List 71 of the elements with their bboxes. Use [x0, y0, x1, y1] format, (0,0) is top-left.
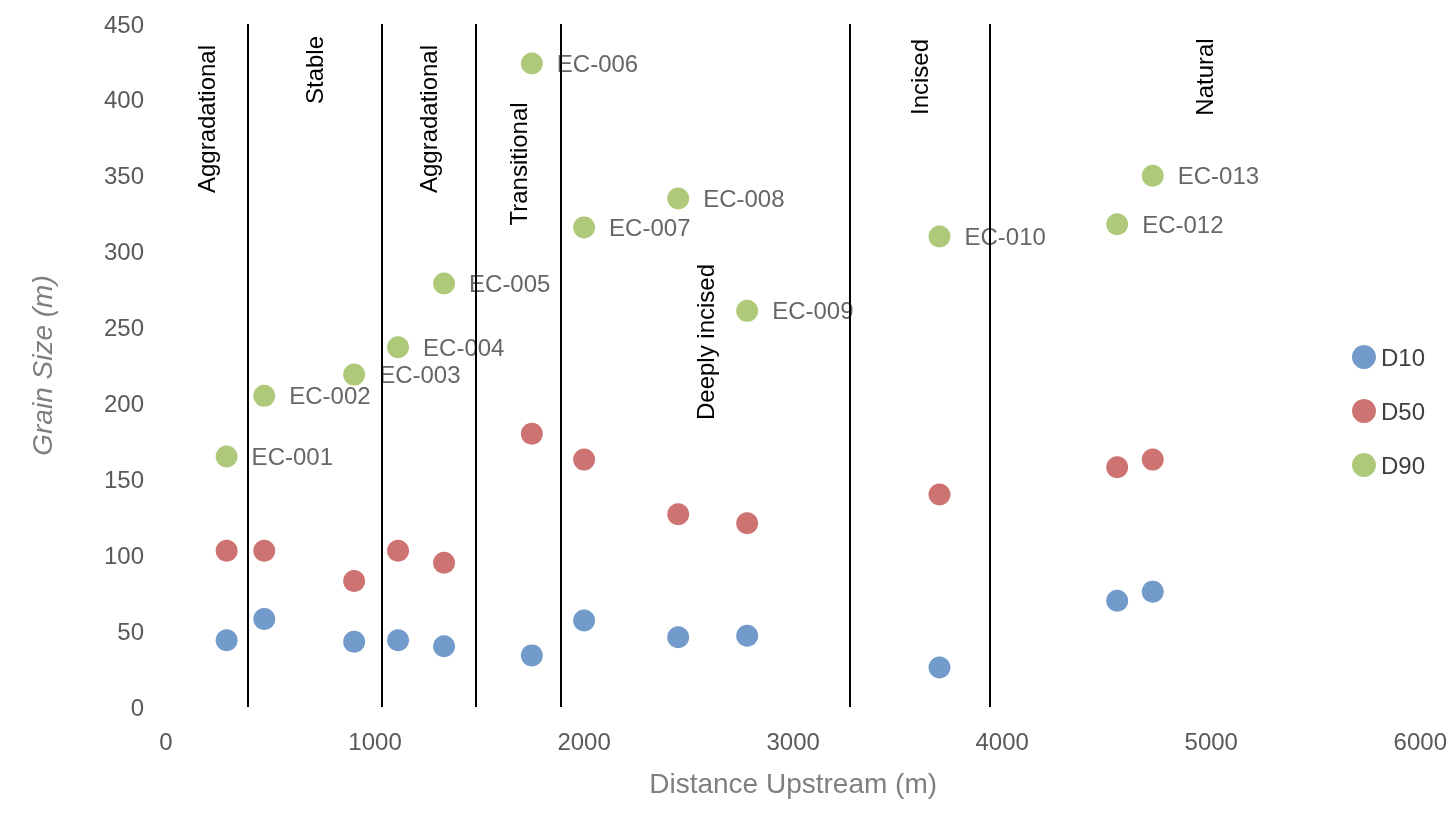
point: [520, 52, 543, 75]
legend-label: D90: [1380, 451, 1425, 479]
point: [736, 512, 759, 535]
y-axis-title: Grain Size (m): [26, 275, 58, 456]
y-tick-label: 50: [117, 617, 144, 645]
annotation: Aggradational: [193, 44, 221, 194]
x-tick-label: 4000: [975, 727, 1029, 755]
annotation: Deeply incised: [691, 263, 719, 421]
x-axis-title: Distance Upstream (m): [649, 767, 938, 799]
point: [253, 607, 276, 630]
y-tick-label: 400: [103, 86, 144, 114]
point: [215, 445, 238, 468]
point: [736, 299, 759, 322]
annotation: Transitional: [504, 102, 532, 226]
point: [928, 225, 951, 248]
point: [1106, 589, 1129, 612]
data-label: EC-012: [1142, 210, 1224, 238]
point: [253, 384, 276, 407]
point: [667, 187, 690, 210]
point: [520, 644, 543, 667]
point: [433, 272, 456, 295]
x-tick-label: 5000: [1184, 727, 1238, 755]
point: [343, 630, 366, 653]
point: [1141, 164, 1164, 187]
annotation: Aggradational: [414, 44, 442, 194]
point: [573, 448, 596, 471]
point: [573, 609, 596, 632]
point: [667, 626, 690, 649]
x-tick-label: 0: [159, 727, 173, 755]
point: [433, 551, 456, 574]
point: [573, 216, 596, 239]
y-tick-label: 0: [130, 693, 144, 721]
point: [928, 483, 951, 506]
legend-label: D50: [1380, 397, 1425, 425]
x-tick-label: 1000: [348, 727, 402, 755]
data-label: EC-001: [251, 443, 333, 471]
point: [1106, 213, 1129, 236]
data-label: EC-008: [703, 185, 785, 213]
point: [520, 422, 543, 445]
point: [736, 624, 759, 647]
y-tick-label: 300: [103, 238, 144, 266]
point: [387, 336, 410, 359]
y-tick-label: 450: [103, 10, 144, 38]
point: [215, 539, 238, 562]
legend-label: D10: [1380, 343, 1425, 371]
point: [387, 629, 410, 652]
y-tick-label: 350: [103, 162, 144, 190]
data-label: EC-002: [289, 382, 371, 410]
x-tick-label: 2000: [557, 727, 611, 755]
point: [1106, 456, 1129, 479]
data-label: EC-007: [609, 213, 691, 241]
point: [1141, 580, 1164, 603]
point: [253, 539, 276, 562]
point: [343, 570, 366, 593]
data-label: EC-013: [1177, 162, 1260, 190]
annotation: Incised: [906, 38, 934, 116]
y-tick-label: 250: [103, 314, 144, 342]
x-tick-label: 6000: [1393, 727, 1447, 755]
point: [928, 656, 951, 679]
annotation: Natural: [1191, 38, 1219, 116]
point: [1141, 448, 1164, 471]
y-tick-label: 200: [103, 389, 144, 417]
annotation: Stable: [300, 35, 328, 105]
point: [343, 363, 366, 386]
point: [667, 503, 690, 526]
point: [215, 629, 238, 652]
point: [433, 635, 456, 658]
point: [387, 539, 410, 562]
y-tick-label: 100: [103, 541, 144, 569]
y-tick-label: 150: [103, 465, 144, 493]
x-tick-label: 3000: [766, 727, 820, 755]
